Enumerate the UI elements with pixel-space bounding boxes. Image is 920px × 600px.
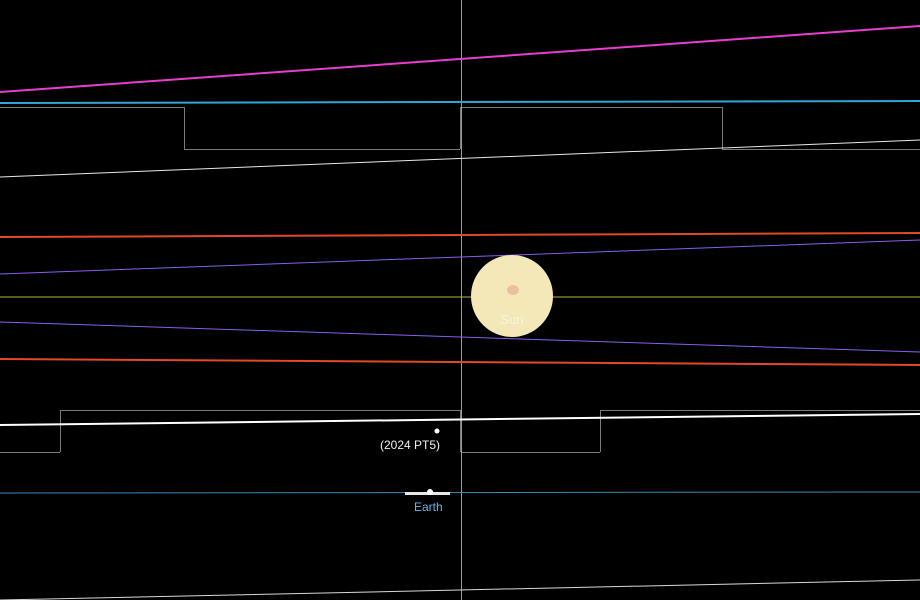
sun-body: Sun xyxy=(471,255,553,337)
pt5-dot xyxy=(435,429,440,434)
sun-feature xyxy=(507,285,519,295)
grid-segment xyxy=(60,410,61,452)
crosshair-vertical xyxy=(461,0,462,600)
pt5-label: (2024 PT5) xyxy=(380,438,440,452)
orbit-line xyxy=(0,0,920,600)
grid-segment xyxy=(600,410,601,452)
grid-segment xyxy=(722,149,920,150)
earth-label: Earth xyxy=(414,500,443,514)
grid-segment xyxy=(184,149,460,150)
orbit-line xyxy=(0,0,920,600)
orbit-line xyxy=(0,0,920,600)
grid-segment xyxy=(462,452,600,453)
orbit-line xyxy=(0,0,920,600)
orbit-diagram[interactable]: Sun (2024 PT5) Earth xyxy=(0,0,920,600)
grid-segment xyxy=(184,107,185,149)
orbit-line xyxy=(0,0,920,600)
orbit-line xyxy=(0,0,920,600)
orbit-line xyxy=(0,0,920,600)
orbit-line xyxy=(0,0,920,600)
orbit-line xyxy=(0,0,920,600)
earth-dot xyxy=(427,489,433,495)
grid-segment xyxy=(0,452,60,453)
grid-segment xyxy=(600,410,920,411)
grid-segment xyxy=(722,107,723,149)
grid-segment xyxy=(0,107,184,108)
orbit-line xyxy=(0,0,920,600)
grid-segment xyxy=(462,107,722,108)
orbit-line xyxy=(0,0,920,600)
sun-label: Sun xyxy=(500,312,523,327)
grid-segment xyxy=(60,410,460,411)
